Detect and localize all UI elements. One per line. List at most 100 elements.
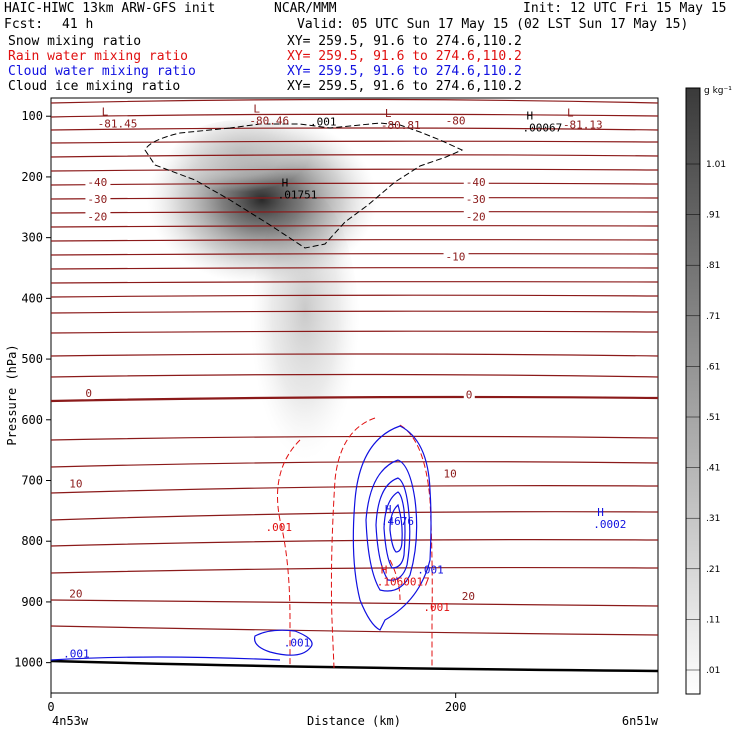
isotherm-label-bg — [459, 589, 478, 602]
isotherm-label-bg — [463, 192, 489, 205]
isotherm-label: -10 — [446, 251, 466, 264]
x-tick-label: 0 — [47, 700, 54, 714]
field-name-snow: Snow mixing ratio — [8, 34, 142, 49]
y-axis-label: Pressure (hPa) — [5, 344, 19, 445]
extremum-value: -80.46 — [249, 114, 289, 127]
extremum-value: -81.45 — [98, 117, 138, 130]
y-axis-ticks: 100 200 300 400 500 600 700 800 900 1000 — [14, 109, 51, 670]
extremum-marker: H — [385, 503, 392, 516]
colorbar-tick-label: .91 — [706, 211, 720, 221]
extremum-value: .001 — [417, 564, 444, 577]
extremum-value: .00067 — [522, 122, 562, 135]
field-xy-rain: XY= 259.5, 91.6 to 274.6,110.2 — [287, 49, 522, 64]
colorbar-tick-label: .81 — [706, 261, 720, 271]
colorbar-labels: .01 .11 .21 .31 .41 .51 .61 .71 .81 .91 1.01 — [686, 160, 726, 676]
forecast-label: Fcst: — [4, 17, 44, 32]
isotherm-label: -20 — [87, 210, 107, 223]
extremum-value: .001 — [310, 116, 337, 129]
y-tick-label: 800 — [21, 534, 43, 548]
colorbar-tick-label: .31 — [706, 514, 720, 524]
isotherm-label-bg — [67, 587, 86, 600]
isotherm-label-bg — [85, 192, 111, 205]
x-axis-ticks: 0 200 — [47, 693, 467, 714]
isotherm-label-bg — [67, 477, 86, 490]
extremum-value: .001 — [284, 636, 311, 649]
x-tick-label: 200 — [445, 700, 467, 714]
snow-upper-shading — [170, 120, 310, 200]
isotherm-label-bg — [83, 387, 95, 400]
colorbar-tick-label: .11 — [706, 615, 720, 625]
colorbar-gradient — [685, 87, 701, 695]
terrain-line — [50, 659, 659, 673]
isotherm-label-bg — [443, 250, 469, 263]
colorbar-tick-label: .41 — [706, 464, 720, 474]
colorbar-tick-label: .21 — [706, 565, 720, 575]
extremum-marker: L — [567, 107, 574, 120]
chart-org: NCAR/MMM — [274, 1, 337, 16]
isotherm-label: 20 — [69, 587, 82, 600]
extremum-value: .001 — [423, 601, 450, 614]
y-tick-label: 900 — [21, 595, 43, 609]
isotherm-label: 10 — [69, 478, 82, 491]
field-xy-cloud-ice: XY= 259.5, 91.6 to 274.6,110.2 — [287, 79, 522, 94]
extremum-marker: L — [253, 102, 260, 115]
field-name-cloud-ice: Cloud ice mixing ratio — [8, 79, 181, 94]
colorbar-tick-label: 1.01 — [706, 160, 726, 170]
y-tick-label: 400 — [21, 291, 43, 305]
forecast-value: 41 h — [62, 17, 94, 32]
isotherm-label: 0 — [85, 387, 92, 400]
y-tick-label: 200 — [21, 170, 43, 184]
snow-contour — [144, 122, 464, 249]
isotherm-label-bg — [463, 175, 489, 188]
extremum-value: .4676 — [381, 515, 414, 528]
cloud-water-contours — [50, 425, 432, 661]
y-tick-label: 600 — [21, 413, 43, 427]
colorbar-tick-label: .01 — [706, 666, 720, 676]
x-axis-label: Distance (km) — [307, 714, 401, 728]
field-xy-snow: XY= 259.5, 91.6 to 274.6,110.2 — [287, 34, 522, 49]
extremum-value: .001 — [63, 647, 90, 660]
extremum-value: -80 — [446, 114, 466, 127]
isotherm-label: -20 — [466, 210, 486, 223]
extremum-value: .01751 — [278, 188, 318, 201]
extremum-marker: L — [102, 105, 109, 118]
extremum-marker: H — [381, 564, 388, 577]
extremum-value: .1060017 — [377, 576, 430, 589]
y-tick-label: 100 — [21, 109, 43, 123]
isotherms — [51, 98, 658, 636]
y-tick-label: 500 — [21, 352, 43, 366]
x-right-endpoint: 6n51w — [622, 714, 659, 728]
isotherm-label: 20 — [462, 590, 475, 603]
isotherm-label: -30 — [87, 193, 107, 206]
isotherm-label: -40 — [466, 176, 486, 189]
extremum-marker: L — [385, 107, 392, 120]
field-name-rain: Rain water mixing ratio — [8, 49, 189, 64]
extremum-marker: H — [526, 110, 533, 123]
y-tick-label: 300 — [21, 231, 43, 245]
snow-shading — [147, 115, 377, 490]
isotherm-label-bg — [463, 210, 489, 223]
isotherm-label-bg — [463, 388, 475, 401]
extremum-value: .001 — [266, 521, 293, 534]
field-name-cloud-water: Cloud water mixing ratio — [8, 64, 196, 79]
colorbar-unit: g kg⁻¹ — [704, 86, 732, 96]
colorbar-tick-label: .61 — [706, 362, 720, 372]
isotherm-label: -40 — [87, 176, 107, 189]
x-left-endpoint: 4n53w — [52, 714, 89, 728]
isotherm-label-bg — [85, 210, 111, 223]
isotherm-label: -30 — [466, 193, 486, 206]
extremum-marker: H — [282, 176, 289, 189]
isotherm-label: 10 — [444, 467, 457, 480]
colorbar-tick-label: .71 — [706, 312, 720, 322]
field-xy-cloud-water: XY= 259.5, 91.6 to 274.6,110.2 — [287, 64, 522, 79]
valid-time: Valid: 05 UTC Sun 17 May 15 (02 LST Sun … — [297, 17, 689, 32]
isotherm-label-bg — [441, 467, 460, 480]
isotherm-label-bg — [85, 175, 111, 188]
y-tick-label: 1000 — [14, 656, 43, 670]
extremum-value: -80.81 — [381, 119, 421, 132]
extremum-marker: H — [597, 506, 604, 519]
colorbar-tick-label: .51 — [706, 413, 720, 423]
extremum-value: .0002 — [593, 518, 626, 531]
